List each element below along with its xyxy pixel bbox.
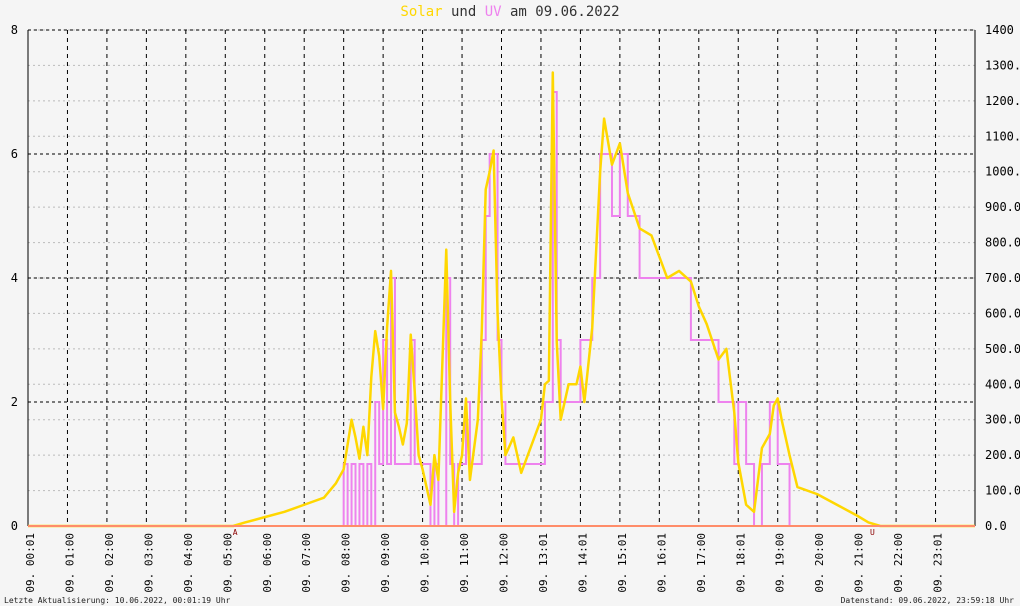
y-right-tick-label: 300.0 — [985, 413, 1020, 427]
footer-data-status: Datenstand: 09.06.2022, 23:59:18 Uhr — [840, 596, 1014, 605]
x-tick-label: 09. 01:00 — [63, 533, 76, 593]
x-tick-label: 09. 16:01 — [655, 533, 668, 593]
solar-series-line — [28, 71, 975, 528]
x-tick-label: 09. 11:00 — [458, 533, 471, 593]
x-tick-label: 09. 03:00 — [142, 533, 155, 593]
x-tick-label: 09. 00:01 — [24, 533, 37, 593]
x-tick-label: 09. 07:00 — [300, 533, 313, 593]
y-right-tick-label: 900.0 — [985, 200, 1020, 214]
x-tick-label: 09. 02:00 — [103, 533, 116, 593]
y-right-tick-label: 800.0 — [985, 236, 1020, 250]
y-right-tick-label: 1300.0 — [985, 58, 1020, 72]
x-tick-label: 09. 08:00 — [340, 533, 353, 593]
title-and: und — [442, 4, 485, 20]
x-tick-label: 09. 20:00 — [813, 533, 826, 593]
tick-labels: 0 2 4 6 8 0.0 100.0 200.0 300.0 400.0 500.0 600.0 70… — [11, 23, 1020, 593]
y-right-tick-label: 1000.0 — [985, 165, 1020, 179]
x-tick-label: 09. 09:00 — [379, 533, 392, 593]
grid — [28, 29, 975, 527]
y-left-tick-label: 8 — [11, 23, 18, 37]
x-tick-label: 09. 12:00 — [498, 533, 511, 593]
y-right-tick-label: 200.0 — [985, 448, 1020, 462]
y-right-tick-label: 1100.0 — [985, 129, 1020, 143]
x-tick-label: 09. 14:01 — [576, 533, 589, 593]
title-uv: UV — [484, 4, 502, 20]
x-tick-label: 09. 18:01 — [734, 533, 747, 593]
y-left-tick-label: 2 — [11, 395, 18, 409]
marker-a: A — [233, 528, 238, 537]
y-right-tick-label: 400.0 — [985, 377, 1020, 391]
y-right-tick-label: 0.0 — [985, 519, 1007, 533]
x-tick-label: 09. 19:00 — [774, 533, 787, 593]
marker-u: U — [870, 528, 875, 537]
x-tick-label: 09. 15:01 — [616, 533, 629, 593]
y-right-tick-label: 700.0 — [985, 271, 1020, 285]
y-right-tick-label: 1400 — [985, 23, 1014, 37]
series-layer — [28, 71, 975, 528]
footer-last-update: Letzte Aktualisierung: 10.06.2022, 00:01… — [4, 596, 231, 605]
title-solar: Solar — [400, 4, 443, 20]
x-tick-label: 09. 23:01 — [932, 533, 945, 593]
x-tick-label: 09. 10:00 — [419, 533, 432, 593]
y-left-tick-label: 0 — [11, 519, 18, 533]
y-left-tick-label: 6 — [11, 147, 18, 161]
y-left-tick-label: 4 — [11, 271, 18, 285]
title-date: am 09.06.2022 — [501, 4, 620, 20]
y-right-tick-label: 100.0 — [985, 484, 1020, 498]
x-tick-label: 09. 04:00 — [182, 533, 195, 593]
x-tick-label: 09. 06:00 — [261, 533, 274, 593]
y-right-tick-label: 500.0 — [985, 342, 1020, 356]
y-right-tick-label: 600.0 — [985, 306, 1020, 320]
x-tick-label: 09. 17:00 — [695, 533, 708, 593]
x-tick-label: 09. 21:00 — [853, 533, 866, 593]
y-right-tick-label: 1200.0 — [985, 94, 1020, 108]
x-tick-label: 09. 22:00 — [892, 533, 905, 593]
x-tick-label: 09. 13:01 — [537, 533, 550, 593]
uv-series-line — [28, 91, 975, 527]
x-tick-label: 09. 05:00 — [221, 533, 234, 593]
chart-title: Solar und UV am 09.06.2022 — [0, 4, 1020, 20]
